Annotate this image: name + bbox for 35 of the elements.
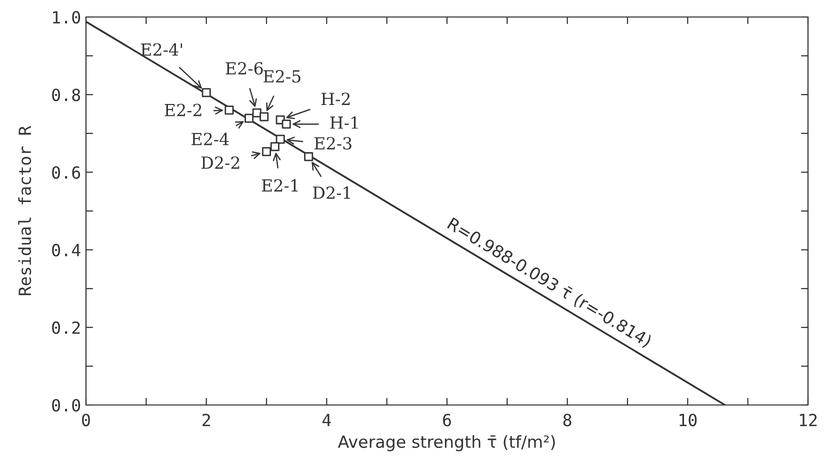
y-tick-label: 0.2 — [52, 321, 80, 334]
x-tick-label: 10 — [680, 414, 697, 426]
x-tick-label: 8 — [563, 414, 572, 426]
y-tick-label: 1.0 — [53, 11, 80, 24]
annotation: D2-2 — [201, 156, 240, 169]
annotation: H-1 — [330, 116, 358, 129]
point — [270, 142, 280, 152]
y-tick-label: 0.4 — [52, 244, 80, 256]
annotation: E2-1 — [262, 179, 298, 192]
annotation: E2-6 — [226, 62, 263, 75]
annotation: D2-1 — [313, 186, 350, 199]
y-tick-label: 0.8 — [52, 88, 80, 102]
y-axis-title: Residual factor R — [18, 126, 32, 296]
x-tick-label: 12 — [800, 414, 817, 426]
point — [224, 106, 234, 115]
x-axis-title: Average strength τ̄ (tf/m²) — [338, 435, 555, 452]
annotation: E2-3 — [314, 137, 352, 150]
annotation: E2-4 — [192, 132, 229, 146]
x-tick-label: 2 — [202, 414, 210, 426]
point — [282, 120, 291, 129]
point — [262, 147, 271, 156]
point — [202, 88, 211, 98]
annotation: E2-2 — [164, 104, 202, 116]
annotation: E2-5 — [264, 70, 300, 83]
x-tick-label: 6 — [443, 414, 451, 426]
annotation: E2-4' — [141, 43, 182, 56]
point — [304, 152, 314, 162]
point — [260, 112, 269, 122]
y-tick-label: 0.6 — [52, 166, 80, 179]
x-tick-label: 0 — [82, 414, 90, 426]
point — [276, 134, 285, 144]
x-tick-label: 4 — [322, 414, 331, 426]
annotation: H-2 — [321, 92, 350, 105]
y-tick-label: 0.0 — [52, 399, 80, 412]
point — [244, 114, 254, 123]
